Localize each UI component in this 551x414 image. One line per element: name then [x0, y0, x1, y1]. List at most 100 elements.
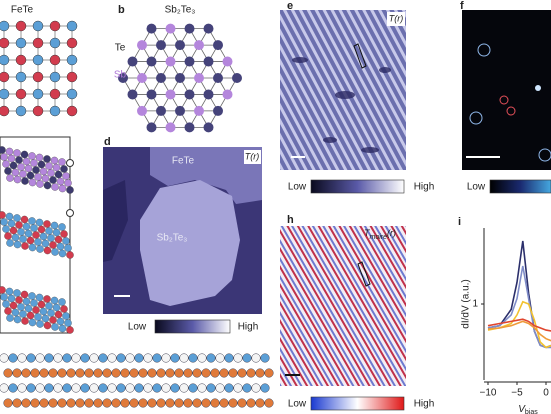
- atom: [51, 248, 59, 256]
- atom: [138, 368, 148, 378]
- atom: [203, 23, 214, 34]
- atom: [242, 353, 252, 363]
- atom: [64, 244, 72, 252]
- atom: [47, 169, 55, 177]
- atom: [39, 232, 48, 241]
- atom: [152, 353, 162, 363]
- atom: [66, 54, 78, 66]
- atom: [71, 383, 81, 393]
- atom: [147, 368, 157, 378]
- atom: [210, 368, 220, 378]
- atom: [13, 175, 22, 184]
- atom: [15, 105, 27, 117]
- colorbar-label: Low: [288, 182, 307, 193]
- island: [140, 180, 240, 306]
- atom: [11, 308, 20, 317]
- panel-label: e: [287, 0, 293, 12]
- atom: [213, 40, 223, 51]
- panel-a-title: FeTe: [11, 5, 34, 16]
- atom: [49, 316, 57, 324]
- atom: [28, 178, 37, 187]
- atom: [43, 321, 52, 330]
- sb2te3-lattice: [118, 23, 242, 133]
- atom: [6, 174, 14, 182]
- atom: [0, 153, 8, 161]
- atom: [32, 20, 44, 32]
- moire-image: [280, 226, 406, 386]
- atom: [206, 353, 216, 363]
- atom: [62, 312, 70, 320]
- atom: [20, 150, 29, 159]
- atom: [36, 320, 44, 328]
- atom: [22, 297, 31, 306]
- atom: [233, 353, 243, 363]
- atom: [75, 398, 85, 408]
- atom: [165, 89, 176, 100]
- atom: [255, 368, 265, 378]
- atom: [26, 383, 36, 393]
- atom: [35, 153, 44, 162]
- atom: [26, 353, 36, 363]
- atom: [80, 383, 90, 393]
- atom: [219, 398, 229, 408]
- atom: [89, 353, 99, 363]
- atom: [17, 353, 27, 363]
- atom: [2, 160, 10, 168]
- atom: [213, 73, 223, 83]
- atom: [165, 122, 176, 133]
- atom: [228, 398, 238, 408]
- atom: [8, 353, 18, 363]
- atom: [127, 56, 138, 67]
- atom: [152, 383, 162, 393]
- atom: [21, 368, 31, 378]
- atom: [43, 220, 51, 228]
- atom: [7, 294, 16, 303]
- atom: [39, 368, 49, 378]
- atom: [183, 368, 193, 378]
- atom: [45, 162, 53, 170]
- atom: [32, 166, 40, 174]
- region-label: FeTe: [172, 156, 195, 167]
- unit-cell: [353, 43, 367, 69]
- atom: [107, 353, 117, 363]
- spectrum-line: [487, 320, 551, 342]
- atom: [37, 160, 46, 169]
- x-tick-label: −5: [511, 388, 523, 399]
- atom: [237, 398, 247, 408]
- atom: [0, 54, 10, 66]
- atom: [53, 383, 63, 393]
- atom: [165, 23, 176, 34]
- atom: [24, 304, 33, 313]
- atom: [13, 289, 21, 297]
- atom: [222, 56, 233, 67]
- atom: [161, 353, 171, 363]
- atom: [51, 323, 59, 331]
- atom: [19, 235, 27, 243]
- atom: [43, 181, 52, 190]
- atom: [233, 383, 243, 393]
- atom: [13, 149, 21, 157]
- atom: [174, 398, 184, 408]
- atom: [213, 105, 223, 116]
- atom: [118, 73, 128, 83]
- atom: [60, 165, 68, 173]
- atom: [15, 156, 23, 164]
- atom: [56, 177, 65, 186]
- atom: [5, 287, 14, 296]
- atom: [15, 20, 27, 32]
- contact: [66, 209, 74, 217]
- atom: [75, 368, 85, 378]
- colorbar: [310, 396, 405, 411]
- atom: [49, 71, 61, 83]
- atom: [49, 20, 61, 32]
- atom: [49, 54, 61, 66]
- channel-label: Tmoiré(r): [364, 228, 396, 240]
- atom: [222, 89, 233, 100]
- atom: [201, 368, 211, 378]
- atom: [49, 37, 61, 49]
- atom: [19, 170, 27, 178]
- atom: [17, 383, 27, 393]
- atom: [34, 238, 42, 246]
- atom: [66, 105, 78, 117]
